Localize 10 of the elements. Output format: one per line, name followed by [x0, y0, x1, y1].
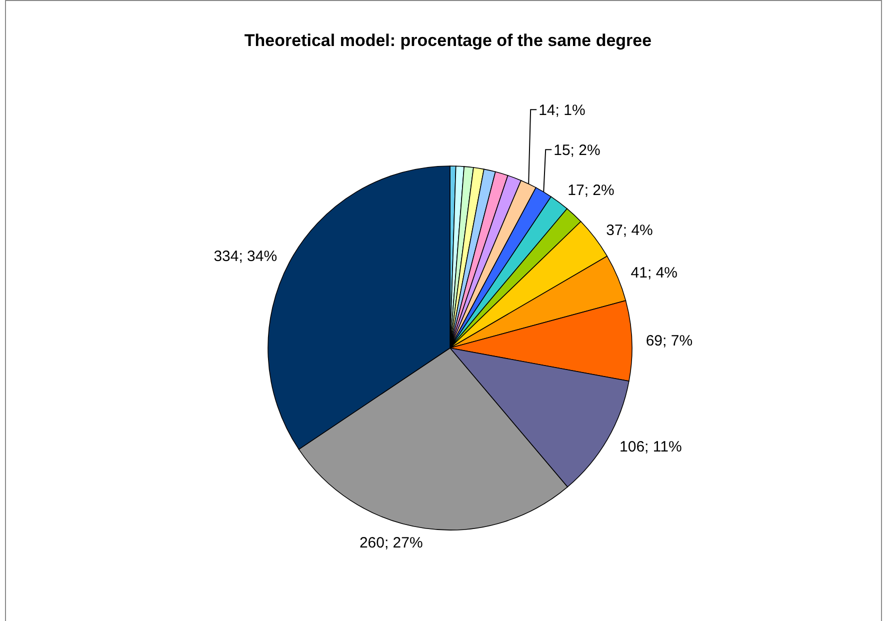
data-label: 17; 2% [568, 182, 614, 199]
data-label: 106; 11% [620, 438, 682, 456]
data-label: 15; 2% [554, 142, 600, 159]
data-label: 37; 4% [606, 222, 653, 239]
chart-title: Theoretical model: procentage of the same degree [244, 31, 652, 50]
data-label: 41; 4% [630, 264, 678, 282]
data-label: 69; 7% [646, 332, 693, 350]
data-label: 334; 34% [214, 248, 278, 265]
data-label: 260; 27% [359, 534, 423, 552]
data-label: 14; 1% [538, 102, 586, 119]
